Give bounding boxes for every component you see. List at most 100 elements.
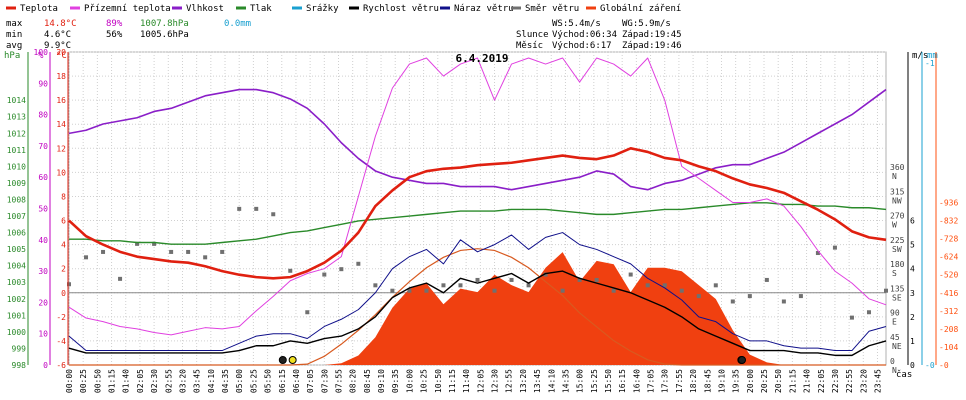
time-tick-label: 08:20 [349,369,358,393]
wind-direction-point [390,288,395,293]
wind-direction-point [220,249,225,254]
legend-label: Teplota [20,4,58,14]
time-tick-label: 15:00 [576,369,585,393]
direction-dir-label: N [892,172,897,181]
time-tick-label: 06:40 [292,369,301,393]
wind-direction-point [322,272,327,277]
temp-tick-label: 4 [61,241,66,250]
series-line-p-zemn-teplota [68,57,887,336]
pressure-tick-label: 1004 [7,262,26,271]
temp-tick-label: 20 [56,48,66,57]
wind-direction-point [747,294,752,299]
wind-direction-point [594,277,599,282]
humidity-tick-label: 60 [38,173,48,182]
wind-direction-point [798,294,803,299]
time-tick-label: 09:10 [377,369,386,393]
stats-block: max 14.8°C 89% 1007.8hPa 0.0mm min 4.6°C… [6,19,251,51]
radiation-tick-label: -520 [939,271,958,280]
series-lines [68,57,887,357]
wind-direction-point [526,283,531,288]
time-tick-label: 01:40 [122,369,131,393]
wind-direction-point [543,272,548,277]
time-axis-header: čas [896,369,912,380]
time-tick-label: 00:25 [79,369,88,393]
legend-label: Tlak [250,4,272,14]
direction-dir-label: N [892,366,897,375]
direction-deg-label: 45 [890,333,900,342]
time-tick-label: 22:05 [817,369,826,393]
info-ws: WS:5.4m/s [552,19,601,29]
time-tick-label: 03:20 [178,369,187,393]
series-line-rychlost-v-tru [68,270,887,357]
sun-marker [288,356,297,364]
pressure-tick-label: 1010 [7,162,26,171]
temp-tick-label: -4 [56,337,66,346]
time-tick-label: 13:45 [533,369,542,393]
wind-direction-point [441,283,446,288]
time-tick-label: 11:40 [462,369,471,393]
wind-direction-point [509,277,514,282]
wind-direction-point [492,288,497,293]
humidity-tick-label: 40 [38,236,48,245]
direction-deg-label: 180 [890,260,905,269]
radiation-tick-label: -832 [939,217,958,226]
sun-moon-markers [278,356,747,364]
pressure-tick-label: 999 [12,344,27,353]
wind-direction-point [662,283,667,288]
wind-tick-label: 6 [910,217,915,226]
time-tick-label: 14:35 [561,369,570,393]
pressure-tick-label: 1001 [7,311,26,320]
wind-direction-point [84,255,89,260]
temp-tick-label: 0 [61,289,66,298]
radiation-tick-label: -936 [939,198,958,207]
wind-direction-point [832,245,837,250]
direction-dir-label: W [892,221,897,230]
wind-direction-point [849,315,854,320]
axes: 9989991000100110021003100410051006100710… [7,48,959,375]
pressure-tick-label: 1013 [7,113,26,122]
radiation-tick-label: -624 [939,253,958,262]
pressure-tick-label: 998 [12,361,27,370]
wind-direction-point [815,251,820,256]
precip-tick-label: -1 [925,59,935,68]
series-line-n-raz-v-tru [68,232,887,352]
time-tick-label: 05:25 [249,369,258,393]
temp-tick-label: -6 [56,361,66,370]
time-tick-label: 21:15 [788,369,797,393]
chart-title: 6.4.2019 [456,52,509,65]
time-tick-label: 01:15 [108,369,117,393]
time-tick-label: 14:10 [547,369,556,393]
series-line-teplota [68,147,887,280]
wind-direction-layer [67,206,888,320]
time-tick-label: 12:05 [476,369,485,393]
wind-direction-point [611,288,616,293]
humidity-tick-label: 70 [38,142,48,151]
time-tick-label: 20:00 [746,369,755,393]
stats-avg-label: avg [6,41,22,51]
time-tick-label: 18:45 [703,369,712,393]
wind-direction-point [730,299,735,304]
legend-label: Globální záření [600,4,681,14]
direction-dir-label: NE [892,342,902,351]
time-tick-label: 07:55 [334,369,343,393]
direction-deg-label: 135 [890,284,905,293]
wind-direction-point [237,206,242,211]
humidity-tick-label: 30 [38,267,48,276]
info-sun-label: Slunce [516,30,549,40]
precip-tick-label: -0 [925,361,935,370]
pressure-tick-label: 1006 [7,229,26,238]
info-moon-rise: Východ:6:17 [552,41,612,51]
stats-min-temp: 4.6°C [44,30,71,40]
wind-direction-point [560,288,565,293]
time-tick-label: 19:35 [732,369,741,393]
radiation-area [69,252,886,365]
wind-direction-point [458,283,463,288]
wind-direction-point [407,288,412,293]
wind-direction-point [475,277,480,282]
pressure-tick-label: 1011 [7,146,26,155]
temp-tick-label: 18 [56,72,66,81]
wind-direction-point [254,206,259,211]
wind-tick-label: 1 [910,337,915,346]
wind-direction-point [271,212,276,217]
